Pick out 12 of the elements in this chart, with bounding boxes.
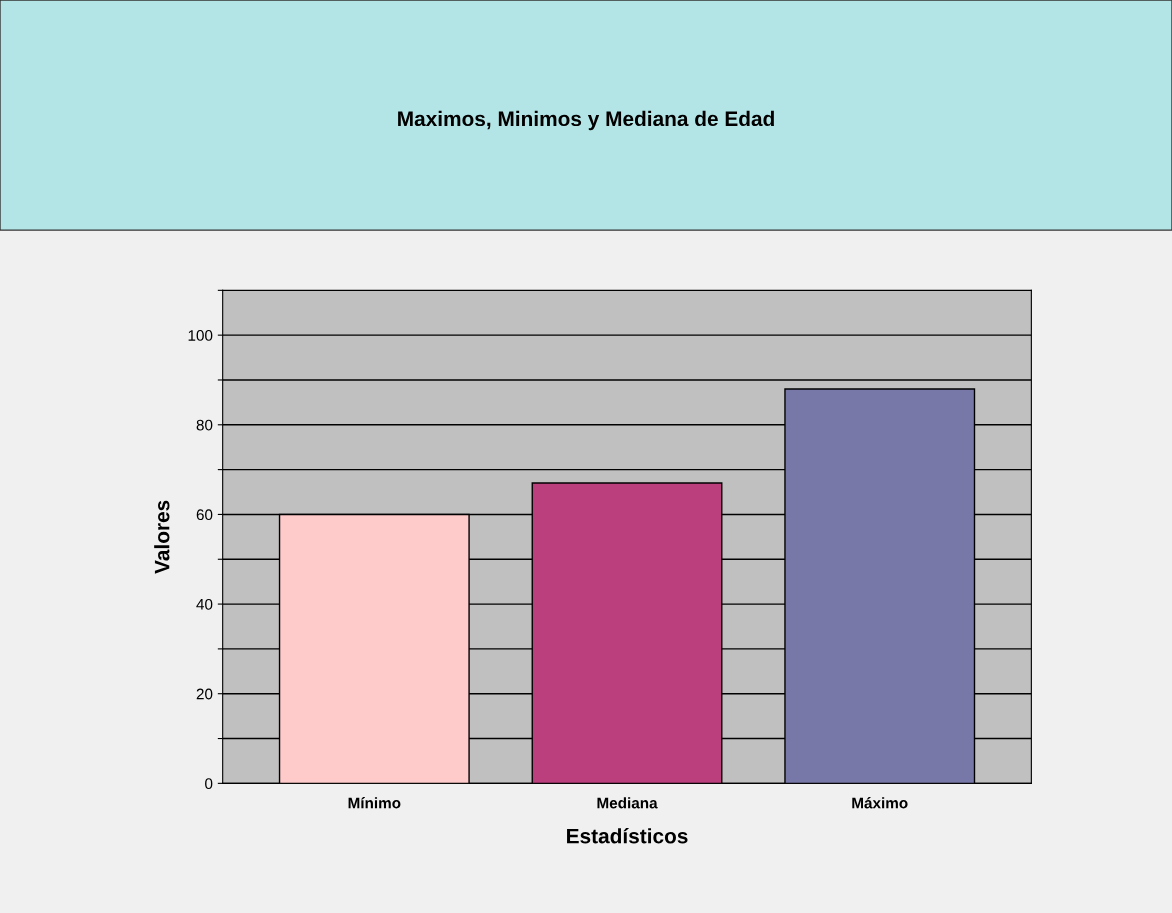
x-tick-label: Mediana xyxy=(597,797,658,809)
y-tick-label: 60 xyxy=(196,509,213,521)
x-tick-label: Mínimo xyxy=(348,797,401,809)
x-tick-label: Máximo xyxy=(852,797,908,809)
x-axis-title: Estadísticos xyxy=(567,827,688,844)
y-tick-label: 0 xyxy=(205,778,213,790)
y-tick-label: 20 xyxy=(196,688,213,700)
y-tick-label: 80 xyxy=(196,419,213,431)
y-tick-label: 40 xyxy=(196,598,213,610)
chart-title: Maximos, Minimos y Mediana de Edad xyxy=(398,110,774,131)
y-axis-title: Valores xyxy=(154,500,170,574)
y-tick-label: 100 xyxy=(188,330,213,341)
